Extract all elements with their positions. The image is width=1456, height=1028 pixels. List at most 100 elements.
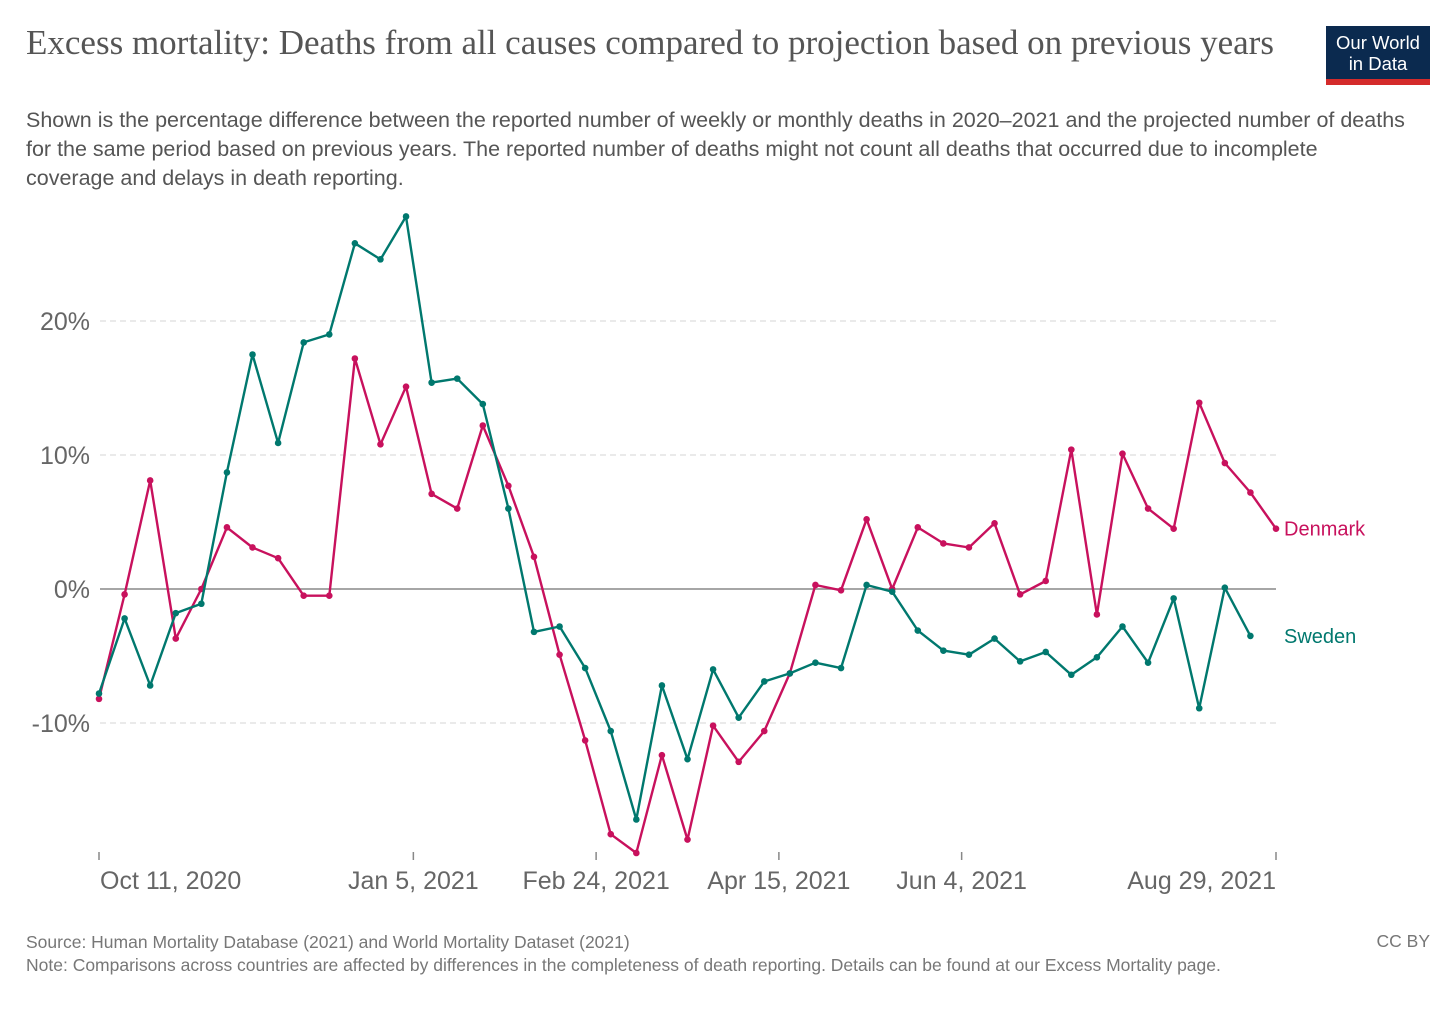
x-tick-label: Jan 5, 2021	[348, 867, 479, 895]
data-point-sweden	[121, 615, 128, 622]
series-label-sweden: Sweden	[1284, 626, 1356, 648]
data-point-denmark	[863, 516, 870, 523]
data-point-sweden	[556, 623, 563, 630]
data-point-sweden	[325, 331, 333, 338]
data-point-sweden	[146, 682, 154, 689]
data-point-denmark	[812, 581, 819, 589]
data-point-sweden	[505, 505, 512, 512]
x-tick-label: Apr 15, 2021	[707, 867, 850, 895]
data-point-denmark	[914, 524, 922, 531]
series-line-sweden	[97, 215, 1252, 821]
data-point-denmark	[249, 544, 256, 551]
data-point-denmark	[1068, 446, 1075, 453]
data-point-sweden	[1119, 623, 1126, 630]
data-point-sweden	[1093, 654, 1101, 661]
data-point-denmark	[684, 836, 691, 843]
data-point-sweden	[223, 469, 231, 476]
source-text: Source: Human Mortality Database (2021) …	[26, 932, 630, 952]
data-point-denmark	[1221, 459, 1229, 467]
y-tick-label: 10%	[40, 442, 90, 470]
data-point-denmark	[95, 695, 103, 703]
data-point-sweden	[633, 816, 640, 823]
note-text: Note: Comparisons across countries are a…	[26, 955, 1221, 975]
y-tick-label: 0%	[54, 576, 90, 604]
data-point-denmark	[633, 849, 640, 857]
data-point-sweden	[581, 664, 589, 672]
data-point-sweden	[658, 682, 666, 689]
data-point-sweden	[1221, 584, 1229, 591]
data-point-sweden	[95, 690, 103, 697]
data-point-denmark	[377, 440, 384, 448]
x-tick-label: Aug 29, 2021	[1127, 867, 1276, 895]
license-link[interactable]: CC BY	[1376, 931, 1430, 951]
data-point-denmark	[530, 553, 538, 561]
x-tick-label: Feb 24, 2021	[522, 867, 669, 895]
data-point-sweden	[1016, 658, 1024, 665]
data-point-sweden	[888, 588, 896, 595]
data-point-denmark	[991, 520, 998, 527]
data-point-denmark	[1093, 611, 1101, 618]
data-point-sweden	[863, 581, 870, 589]
data-point-sweden	[479, 400, 487, 408]
data-point-sweden	[198, 600, 205, 608]
data-point-denmark	[1272, 525, 1280, 532]
data-point-sweden	[607, 727, 615, 735]
data-point-sweden	[300, 339, 307, 346]
logo-line-1: Our World	[1336, 32, 1420, 53]
data-point-denmark	[428, 490, 435, 498]
data-point-denmark	[1119, 450, 1126, 457]
data-point-sweden	[453, 375, 461, 382]
data-point-sweden	[249, 351, 256, 358]
chart-footer: Source: Human Mortality Database (2021) …	[26, 931, 1366, 977]
data-point-sweden	[1144, 659, 1152, 666]
data-point-denmark	[172, 635, 180, 642]
chart-subtitle: Shown is the percentage difference betwe…	[26, 108, 1405, 190]
data-point-denmark	[146, 477, 154, 484]
data-point-sweden	[812, 659, 819, 666]
data-point-sweden	[172, 609, 180, 617]
data-point-denmark	[735, 758, 742, 766]
data-point-denmark	[1144, 505, 1152, 512]
owid-logo[interactable]: Our World in Data	[1326, 26, 1430, 85]
logo-line-2: in Data	[1348, 53, 1408, 74]
data-point-sweden	[786, 670, 794, 677]
data-point-denmark	[274, 554, 282, 562]
y-tick-label: -10%	[32, 710, 90, 738]
data-point-denmark	[453, 505, 461, 512]
data-point-denmark	[479, 422, 487, 429]
data-point-denmark	[300, 592, 307, 599]
x-tick-label: Jun 4, 2021	[896, 867, 1027, 895]
data-point-denmark	[1042, 577, 1050, 585]
data-point-denmark	[709, 722, 717, 729]
data-point-denmark	[607, 830, 615, 838]
data-point-sweden	[1170, 595, 1177, 602]
data-point-denmark	[965, 544, 973, 551]
data-point-denmark	[402, 383, 410, 390]
data-point-denmark	[1016, 591, 1024, 598]
data-point-sweden	[940, 647, 947, 654]
x-tick-label: Oct 11, 2020	[100, 867, 241, 895]
data-point-sweden	[530, 628, 538, 636]
data-point-denmark	[837, 587, 845, 594]
data-point-sweden	[914, 627, 922, 634]
data-point-sweden	[351, 239, 359, 247]
data-point-denmark	[556, 651, 563, 658]
data-point-denmark	[121, 591, 128, 598]
data-point-denmark	[581, 737, 589, 744]
data-point-sweden	[402, 213, 410, 220]
data-point-denmark	[1170, 525, 1177, 532]
data-point-denmark	[505, 482, 512, 490]
data-point-denmark	[1195, 399, 1203, 407]
data-point-sweden	[760, 678, 768, 685]
data-point-sweden	[837, 664, 845, 672]
data-point-sweden	[709, 666, 717, 673]
y-tick-label: 20%	[40, 308, 90, 336]
data-point-sweden	[684, 755, 691, 763]
data-point-sweden	[428, 379, 435, 386]
data-point-sweden	[965, 651, 973, 658]
data-point-denmark	[351, 355, 359, 362]
data-point-denmark	[760, 727, 768, 735]
data-point-sweden	[1247, 632, 1254, 640]
series-label-denmark: Denmark	[1284, 519, 1366, 541]
data-point-denmark	[1247, 489, 1254, 496]
